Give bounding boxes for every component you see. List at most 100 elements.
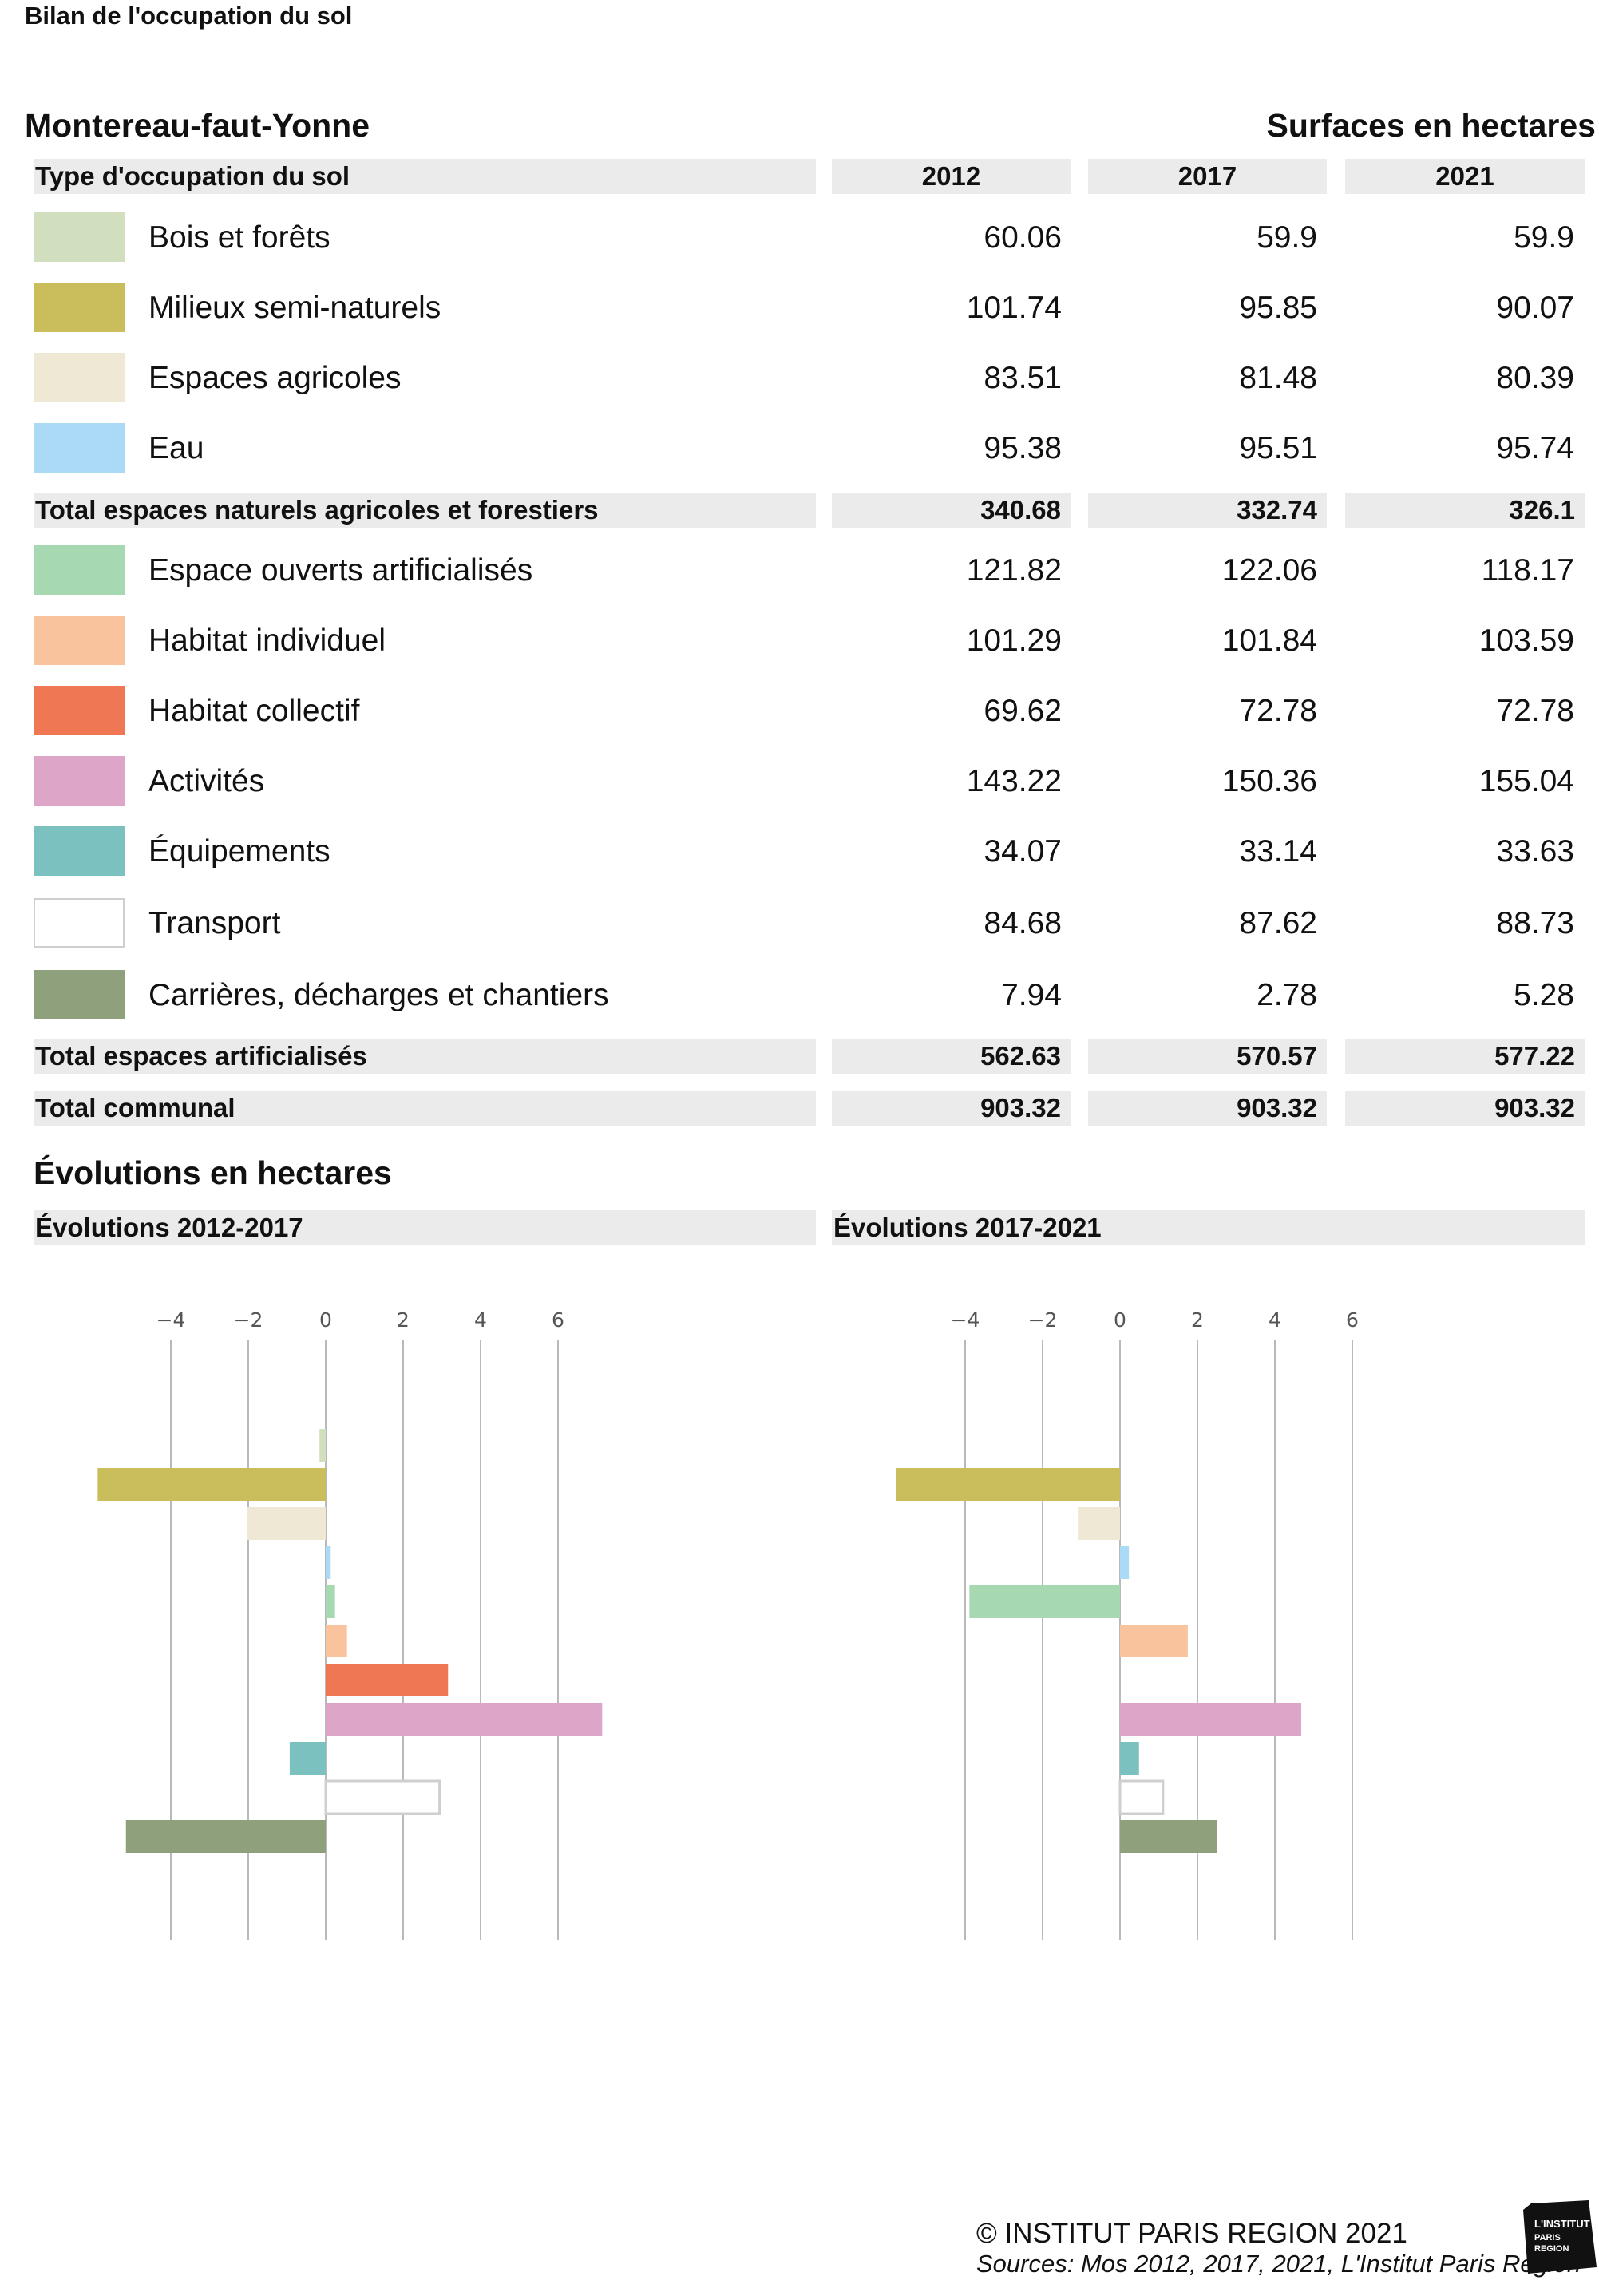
bar-transport bbox=[1118, 1779, 1165, 1815]
evolution-panel-title-2: Évolutions 2017-2021 bbox=[832, 1210, 1585, 1245]
logo-line-2: PARIS bbox=[1534, 2233, 1561, 2243]
value-2012: 143.22 bbox=[966, 764, 1062, 798]
value-2017: 33.14 bbox=[1239, 834, 1317, 869]
table-row-milieux-semi-naturels: Milieux semi-naturels 101.74 95.85 90.07 bbox=[0, 283, 1599, 338]
logo-line-3: REGION bbox=[1534, 2244, 1569, 2254]
value-2012: 34.07 bbox=[984, 834, 1062, 869]
legend-swatch bbox=[34, 970, 125, 1019]
document-title: Bilan de l'occupation du sol bbox=[25, 2, 353, 30]
table-row-espaces-agricoles: Espaces agricoles 83.51 81.48 80.39 bbox=[0, 353, 1599, 409]
legend-swatch bbox=[34, 212, 125, 262]
bar-équipements bbox=[1120, 1742, 1139, 1775]
value-2021: 88.73 bbox=[1496, 906, 1574, 940]
value-2012: 101.29 bbox=[966, 623, 1062, 658]
sources-text: Sources: Mos 2012, 2017, 2021, L'Institu… bbox=[976, 2250, 1581, 2278]
bar-milieux-semi-naturels bbox=[97, 1468, 327, 1501]
units-label: Surfaces en hectares bbox=[1266, 107, 1596, 144]
table-row-espace-ouverts: Espace ouverts artificialisés 121.82 122… bbox=[0, 545, 1599, 601]
row-label: Milieux semi-naturels bbox=[148, 291, 441, 325]
x-tick-label: 0 bbox=[1114, 1308, 1126, 1332]
row-label: Activités bbox=[148, 764, 265, 798]
evolution-chart-2012-2017: −4 −2 0 2 4 6 bbox=[97, 1308, 603, 1940]
total-value-2021: 903.32 bbox=[1345, 1091, 1585, 1126]
x-tick-label: 2 bbox=[1191, 1308, 1204, 1332]
value-2021: 33.63 bbox=[1496, 834, 1574, 869]
bar-équipements bbox=[289, 1742, 326, 1775]
table-row-habitat-individuel: Habitat individuel 101.29 101.84 103.59 bbox=[0, 616, 1599, 671]
institut-paris-region-logo: L'INSTITUT PARIS REGION bbox=[1523, 2200, 1597, 2274]
x-tick-label: −2 bbox=[234, 1308, 263, 1332]
value-2017: 150.36 bbox=[1221, 764, 1317, 798]
value-2017: 95.85 bbox=[1239, 291, 1317, 325]
row-label: Habitat individuel bbox=[148, 623, 386, 658]
value-2017: 95.51 bbox=[1239, 431, 1317, 465]
value-2021: 72.78 bbox=[1496, 694, 1574, 728]
bar-activités bbox=[1120, 1703, 1301, 1736]
row-label: Carrières, décharges et chantiers bbox=[148, 978, 609, 1012]
legend-swatch bbox=[34, 353, 125, 402]
column-header-2012: 2012 bbox=[832, 159, 1071, 194]
total-value-2017: 570.57 bbox=[1088, 1039, 1327, 1074]
legend-swatch bbox=[34, 826, 125, 876]
value-2012: 7.94 bbox=[1001, 978, 1062, 1012]
value-2012: 121.82 bbox=[966, 553, 1062, 588]
value-2012: 84.68 bbox=[984, 906, 1062, 940]
legend-swatch bbox=[34, 545, 125, 595]
total-label: Total espaces artificialisés bbox=[34, 1039, 816, 1074]
value-2021: 90.07 bbox=[1496, 291, 1574, 325]
x-tick-label: 6 bbox=[552, 1308, 564, 1332]
row-label: Bois et forêts bbox=[148, 220, 330, 255]
value-2012: 83.51 bbox=[984, 361, 1062, 395]
x-tick-label: 2 bbox=[397, 1308, 410, 1332]
total-value-2017: 332.74 bbox=[1088, 493, 1327, 528]
table-row-activites: Activités 143.22 150.36 155.04 bbox=[0, 756, 1599, 812]
row-label: Équipements bbox=[148, 834, 330, 869]
legend-swatch bbox=[34, 756, 125, 806]
total-value-2012: 562.63 bbox=[832, 1039, 1071, 1074]
row-label: Espaces agricoles bbox=[148, 361, 402, 395]
column-header-2021: 2021 bbox=[1345, 159, 1585, 194]
bar-espace-ouverts-artificialisés bbox=[326, 1585, 335, 1618]
bar-transport bbox=[324, 1779, 441, 1815]
value-2021: 59.9 bbox=[1514, 220, 1574, 255]
evolution-charts: −4 −2 0 2 4 6 −4 −2 0 2 4 6 bbox=[97, 1308, 1359, 1940]
legend-swatch bbox=[34, 686, 125, 735]
table-row-eau: Eau 95.38 95.51 95.74 bbox=[0, 423, 1599, 479]
bar-habitat-collectif bbox=[326, 1664, 449, 1696]
value-2021: 5.28 bbox=[1514, 978, 1574, 1012]
value-2021: 118.17 bbox=[1481, 553, 1574, 588]
bar-habitat-individuel bbox=[326, 1625, 347, 1657]
total-label: Total communal bbox=[34, 1091, 816, 1126]
total-value-2021: 326.1 bbox=[1345, 493, 1585, 528]
value-2012: 101.74 bbox=[966, 291, 1062, 325]
value-2017: 101.84 bbox=[1221, 623, 1317, 658]
logo-line-1: L'INSTITUT bbox=[1534, 2218, 1590, 2230]
bar-milieux-semi-naturels bbox=[896, 1468, 1120, 1501]
evolution-chart-2017-2021: −4 −2 0 2 4 6 bbox=[896, 1308, 1359, 1940]
value-2021: 155.04 bbox=[1478, 764, 1574, 798]
row-label: Espace ouverts artificialisés bbox=[148, 553, 533, 588]
value-2012: 69.62 bbox=[984, 694, 1062, 728]
x-tick-label: 4 bbox=[474, 1308, 487, 1332]
x-tick-label: 6 bbox=[1346, 1308, 1359, 1332]
bar-activités bbox=[326, 1703, 603, 1736]
value-2021: 95.74 bbox=[1496, 431, 1574, 465]
bar-carrières-décharges-et-chantiers bbox=[1120, 1820, 1217, 1853]
value-2017: 81.48 bbox=[1239, 361, 1317, 395]
table-row-habitat-collectif: Habitat collectif 69.62 72.78 72.78 bbox=[0, 686, 1599, 742]
column-header-2017: 2017 bbox=[1088, 159, 1327, 194]
total-label: Total espaces naturels agricoles et fore… bbox=[34, 493, 816, 528]
bar-espaces-agricoles bbox=[1078, 1507, 1120, 1540]
value-2012: 60.06 bbox=[984, 220, 1062, 255]
bar-espace-ouverts-artificialisés bbox=[969, 1585, 1120, 1618]
table-row-bois-forets: Bois et forêts 60.06 59.9 59.9 bbox=[0, 212, 1599, 268]
bar-bois-et-forêts bbox=[319, 1429, 326, 1462]
total-value-2012: 340.68 bbox=[832, 493, 1071, 528]
table-row-transport: Transport 84.68 87.62 88.73 bbox=[0, 898, 1599, 954]
copyright-text: © INSTITUT PARIS REGION 2021 bbox=[976, 2218, 1407, 2249]
total-value-2021: 577.22 bbox=[1345, 1039, 1585, 1074]
value-2021: 80.39 bbox=[1496, 361, 1574, 395]
value-2017: 122.06 bbox=[1221, 553, 1317, 588]
evolution-panel-title-1: Évolutions 2012-2017 bbox=[34, 1210, 816, 1245]
x-tick-label: −4 bbox=[156, 1308, 186, 1332]
